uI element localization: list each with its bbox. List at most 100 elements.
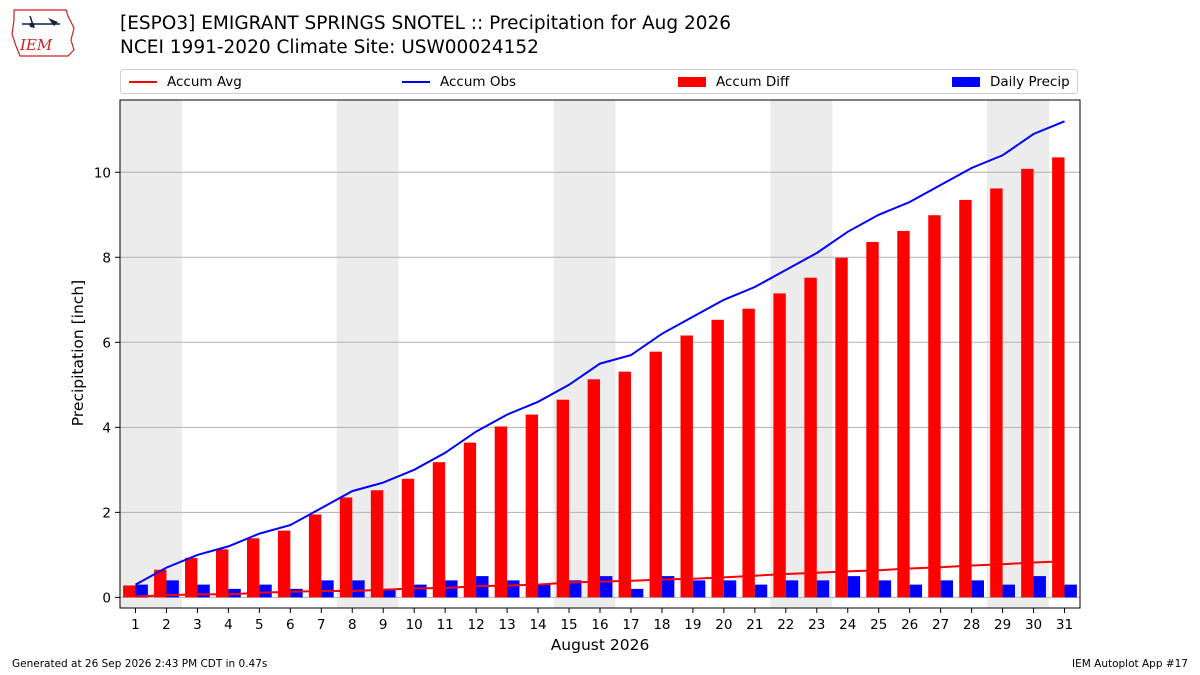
xtick-label-2: 2	[162, 617, 171, 633]
xtick-label-20: 20	[715, 617, 732, 633]
xtick-label-27: 27	[932, 617, 949, 633]
accum-diff-bar-25	[866, 241, 879, 598]
y-axis-label: Precipitation [inch]	[69, 280, 87, 426]
ytick-label-8: 8	[102, 250, 111, 266]
daily-precip-bar-24	[847, 576, 861, 598]
daily-precip-bar-21	[754, 584, 768, 598]
legend-item-accum-avg: Accum Avg	[129, 73, 242, 91]
daily-precip-bar-2	[166, 580, 179, 598]
ytick-label-6: 6	[102, 335, 111, 351]
daily-precip-bar-13	[507, 580, 520, 598]
xtick-label-29: 29	[994, 617, 1011, 633]
accum-diff-bar-5	[246, 538, 260, 598]
series-lines	[135, 120, 1065, 598]
iem-logo: IEM	[8, 6, 80, 60]
xtick-label-15: 15	[560, 617, 577, 633]
xtick-label-19: 19	[684, 617, 701, 633]
chart-title: [ESPO3] EMIGRANT SPRINGS SNOTEL :: Preci…	[120, 12, 731, 60]
xtick-label-18: 18	[653, 617, 670, 633]
xtick-label-26: 26	[901, 617, 918, 633]
weekend-band-1	[120, 100, 182, 608]
svg-text:IEM: IEM	[19, 36, 53, 54]
legend-label-accum-avg: Accum Avg	[167, 74, 242, 90]
daily-precip-bar-27	[940, 580, 954, 598]
xtick-label-10: 10	[406, 617, 423, 633]
accum-diff-bar-7	[308, 514, 322, 598]
accum-diff-bar-13	[494, 426, 508, 598]
ytick-label-2: 2	[102, 505, 111, 521]
xtick-label-28: 28	[963, 617, 980, 633]
daily-precip-bar-11	[445, 580, 458, 598]
daily-precip-bar-10	[414, 584, 427, 598]
daily-precip-bar-23	[816, 580, 830, 598]
daily-precip-bar-30	[1033, 576, 1046, 598]
daily-precip-bar-9	[383, 588, 396, 598]
legend-item-accum-obs: Accum Obs	[402, 73, 516, 91]
daily-precip-bar-1	[135, 584, 148, 598]
xtick-label-14: 14	[529, 617, 546, 633]
legend-item-accum-diff: Accum Diff	[678, 73, 789, 91]
accum-diff-bar-16	[587, 379, 600, 598]
accum-diff-bar-23	[804, 277, 817, 598]
daily-precip-bar-26	[909, 584, 923, 598]
daily-precip-bar-22	[785, 580, 799, 598]
xtick-label-6: 6	[286, 617, 295, 633]
daily-precip-bar-14	[538, 584, 551, 598]
daily-precip-bar-19	[692, 580, 706, 598]
xtick-label-3: 3	[193, 617, 202, 633]
accum-diff-bar-19	[680, 335, 693, 598]
ytick-label-4: 4	[102, 420, 111, 436]
accum-diff-bar-29	[990, 188, 1003, 598]
x-axis-label: August 2026	[551, 636, 650, 654]
accum-diff-bar-4	[216, 549, 229, 598]
accum-diff-bar-27	[928, 215, 941, 598]
accum-diff-bar-6	[277, 530, 291, 598]
daily-precip-bar-29	[1002, 584, 1015, 598]
xtick-label-5: 5	[255, 617, 264, 633]
daily-precip-bar-17	[630, 588, 644, 598]
accum-diff-bar-20	[711, 319, 724, 598]
daily-precip-bar-31	[1064, 584, 1077, 598]
xtick-label-9: 9	[379, 617, 388, 633]
daily-precip-bar-16	[600, 576, 613, 598]
ytick-label-0: 0	[102, 590, 111, 606]
xtick-label-8: 8	[348, 617, 357, 633]
xtick-label-17: 17	[622, 617, 639, 633]
accum-diff-bar-3	[185, 557, 198, 598]
daily-precip-bar-5	[259, 584, 272, 598]
daily-precip-bar-25	[878, 580, 892, 598]
legend-label-daily-precip: Daily Precip	[990, 74, 1070, 90]
xtick-label-24: 24	[839, 617, 856, 633]
accum-diff-bar-8	[339, 497, 353, 598]
app-label: IEM Autoplot App #17	[1072, 658, 1188, 670]
accum-diff-bar-12	[463, 442, 477, 598]
accum-avg-line	[135, 560, 1065, 598]
accum-diff-bar-26	[897, 230, 910, 598]
daily-precip-bar-8	[352, 580, 365, 598]
weekend-shading	[120, 100, 1050, 608]
xtick-label-12: 12	[468, 617, 485, 633]
daily-precip-bar-7	[321, 580, 334, 598]
daily-precip-bar-18	[661, 576, 675, 598]
title-line-1: [ESPO3] EMIGRANT SPRINGS SNOTEL :: Preci…	[120, 13, 732, 34]
accum-diff-bar-28	[959, 199, 972, 598]
bars	[123, 157, 1077, 598]
legend-swatch-accum-diff	[678, 77, 706, 87]
accum-diff-bar-21	[742, 308, 755, 598]
accum-diff-bar-18	[649, 351, 662, 598]
accum-obs-line	[135, 120, 1065, 586]
accum-diff-bar-9	[370, 490, 384, 598]
accum-diff-bar-14	[525, 414, 539, 598]
daily-precip-bar-15	[569, 580, 582, 598]
xtick-label-13: 13	[499, 617, 516, 633]
daily-precip-bar-28	[971, 580, 984, 598]
xtick-label-21: 21	[746, 617, 763, 633]
legend-swatch-accum-avg	[129, 81, 157, 83]
accum-diff-bar-24	[835, 257, 848, 598]
daily-precip-bar-6	[290, 588, 303, 598]
legend-label-accum-diff: Accum Diff	[716, 74, 790, 90]
accum-diff-bar-15	[556, 399, 570, 598]
daily-precip-bar-3	[197, 584, 210, 598]
